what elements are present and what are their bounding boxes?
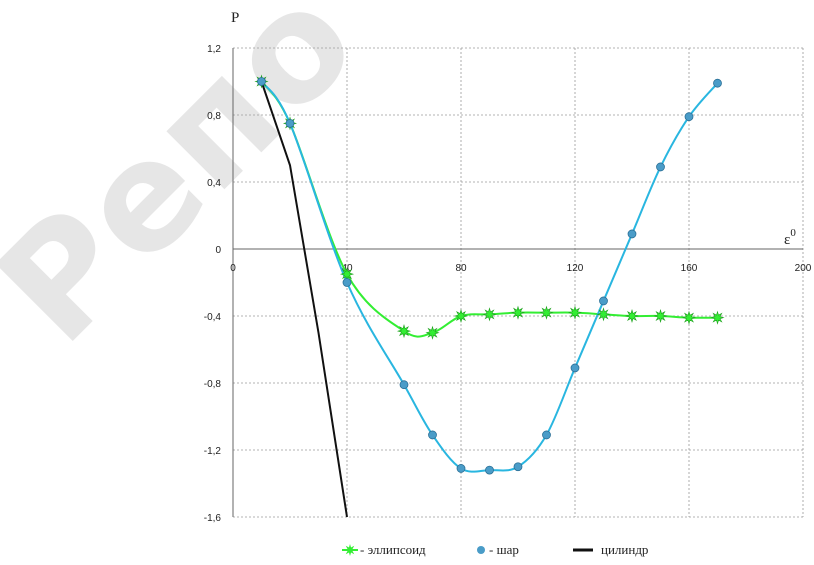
- x-tick-label: 0: [230, 263, 236, 274]
- tick-labels: 040801201602001,20,80,40-0,4-0,8-1,2-1,6: [204, 44, 812, 524]
- legend-item-0: - эллипсоид: [342, 542, 426, 557]
- data-point-shar: [342, 278, 352, 287]
- legend-item-1: - шар: [477, 542, 519, 557]
- y-tick-label: -0,8: [204, 379, 222, 390]
- data-point-shar: [513, 462, 523, 472]
- data-point-ellipsoid: [567, 305, 583, 320]
- axes: [232, 48, 803, 517]
- data-point-shar: [399, 380, 409, 390]
- legend-label: - шар: [489, 542, 519, 557]
- data-point-ellipsoid: [539, 305, 554, 320]
- data-point-shar: [257, 77, 266, 86]
- data-point-ellipsoid: [510, 305, 526, 320]
- data-point-shar: [285, 118, 295, 128]
- data-point-ellipsoid: [453, 308, 469, 324]
- data-point-shar: [428, 430, 437, 440]
- y-tick-label: 0,4: [207, 178, 221, 189]
- x-axis-label: ε0: [784, 227, 796, 248]
- data-point-shar: [570, 363, 580, 373]
- legend-item-2: цилиндр: [573, 542, 648, 557]
- series-line-2: [260, 81, 348, 518]
- data-point-shar: [627, 229, 637, 239]
- series-lines: [260, 80, 719, 518]
- x-tick-label: 160: [681, 263, 698, 274]
- legend-swatch-marker: [344, 544, 356, 556]
- data-point-ellipsoid: [425, 325, 440, 340]
- series-line-1: [260, 80, 719, 473]
- data-point-ellipsoid: [681, 310, 697, 325]
- x-tick-label: 200: [795, 263, 812, 274]
- y-tick-label: -0,4: [204, 312, 222, 323]
- data-point-ellipsoid: [396, 324, 412, 339]
- y-tick-label: 0,8: [207, 111, 221, 122]
- data-point-ellipsoid: [653, 308, 668, 324]
- data-point-shar: [485, 465, 494, 475]
- series-markers: [254, 74, 725, 475]
- y-tick-label: -1,2: [204, 446, 222, 457]
- data-point-ellipsoid: [710, 310, 725, 325]
- legend-swatch-marker: [477, 546, 485, 554]
- legend-label: цилиндр: [601, 542, 648, 557]
- grid: [233, 47, 804, 518]
- data-point-shar: [713, 78, 722, 88]
- legend-label: - эллипсоид: [360, 542, 426, 557]
- data-point-ellipsoid: [596, 307, 611, 322]
- x-tick-label: 80: [455, 263, 467, 274]
- data-point-shar: [684, 112, 694, 122]
- x-tick-label: 120: [567, 263, 584, 274]
- series-line-0: [260, 80, 718, 338]
- data-point-shar: [456, 464, 466, 473]
- data-point-ellipsoid: [482, 307, 497, 322]
- y-tick-label: 0: [215, 245, 221, 256]
- legend: - эллипсоид - шар цилиндр: [342, 542, 648, 557]
- data-point-shar: [542, 430, 551, 440]
- y-tick-label: 1,2: [207, 44, 221, 55]
- data-point-shar: [599, 296, 608, 306]
- y-tick-label: -1,6: [204, 513, 222, 524]
- data-point-shar: [656, 162, 665, 172]
- y-axis-label: P: [231, 10, 239, 26]
- data-point-ellipsoid: [624, 308, 640, 324]
